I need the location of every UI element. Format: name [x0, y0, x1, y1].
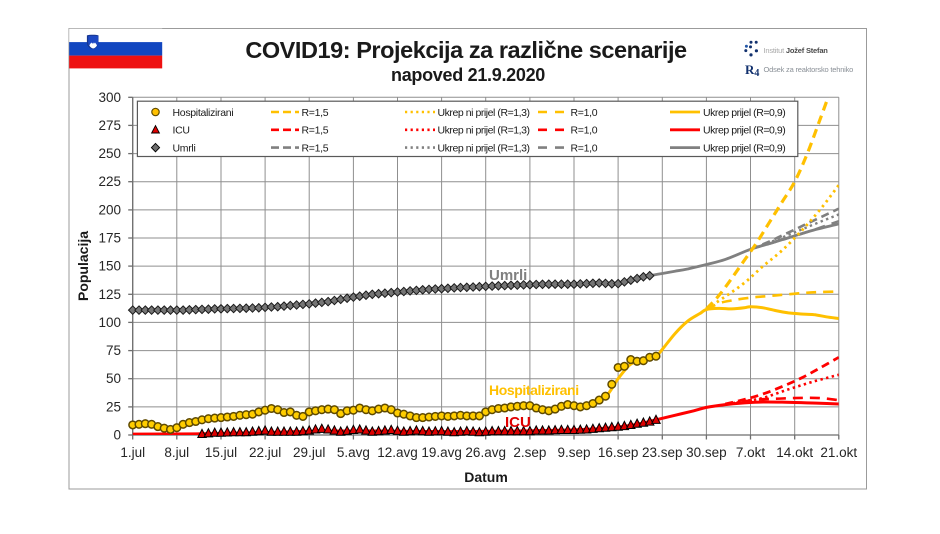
svg-text:Ukrep prijel (R=0,9): Ukrep prijel (R=0,9) [703, 125, 785, 137]
svg-text:Hospitalizirani: Hospitalizirani [489, 382, 579, 398]
svg-text:Institut Jožef Stefan: Institut Jožef Stefan [764, 46, 829, 55]
svg-text:COVID19: Projekcija za različn: COVID19: Projekcija za različne scenarij… [245, 37, 687, 63]
svg-text:Ukrep prijel (R=0,9): Ukrep prijel (R=0,9) [703, 107, 785, 119]
svg-text:R=1,0: R=1,0 [571, 107, 598, 119]
svg-text:30.sep: 30.sep [686, 445, 727, 460]
svg-text:R=1,5: R=1,5 [302, 125, 329, 137]
svg-text:1.jul: 1.jul [120, 445, 145, 460]
svg-text:7.okt: 7.okt [736, 445, 766, 460]
svg-text:Odsek za reaktorsko tehniko: Odsek za reaktorsko tehniko [764, 65, 854, 74]
svg-text:Populacija: Populacija [75, 231, 91, 301]
svg-text:175: 175 [98, 231, 121, 246]
svg-text:Hospitalizirani: Hospitalizirani [173, 107, 234, 119]
svg-text:22.jul: 22.jul [249, 445, 281, 460]
svg-text:ICU: ICU [173, 125, 190, 137]
svg-text:2.sep: 2.sep [513, 445, 546, 460]
svg-text:Ukrep ni prijel (R=1,3): Ukrep ni prijel (R=1,3) [438, 125, 530, 137]
svg-text:Ukrep ni prijel (R=1,3): Ukrep ni prijel (R=1,3) [438, 142, 530, 154]
svg-text:8.jul: 8.jul [164, 445, 189, 460]
svg-text:Ukrep ni prijel (R=1,3): Ukrep ni prijel (R=1,3) [438, 107, 530, 119]
svg-text:29.jul: 29.jul [293, 445, 325, 460]
svg-text:19.avg: 19.avg [421, 445, 462, 460]
svg-text:R=1,5: R=1,5 [302, 142, 329, 154]
svg-text:R=1,0: R=1,0 [571, 125, 598, 137]
svg-text:ICU: ICU [505, 414, 531, 431]
svg-text:9.sep: 9.sep [557, 445, 590, 460]
svg-text:Umrli: Umrli [173, 142, 196, 154]
svg-text:Ukrep prijel (R=0,9): Ukrep prijel (R=0,9) [703, 142, 785, 154]
svg-text:26.avg: 26.avg [465, 445, 506, 460]
svg-text:napoved 21.9.2020: napoved 21.9.2020 [391, 65, 545, 85]
svg-text:0: 0 [113, 428, 121, 443]
svg-text:14.okt: 14.okt [776, 445, 813, 460]
svg-text:Umrli: Umrli [489, 267, 527, 284]
svg-text:125: 125 [98, 287, 121, 302]
svg-text:225: 225 [98, 174, 121, 189]
svg-text:23.sep: 23.sep [642, 445, 683, 460]
svg-text:16.sep: 16.sep [598, 445, 639, 460]
svg-text:Datum: Datum [464, 469, 508, 485]
svg-text:5.avg: 5.avg [337, 445, 370, 460]
svg-text:75: 75 [106, 343, 121, 358]
svg-text:100: 100 [98, 315, 121, 330]
svg-text:12.avg: 12.avg [377, 445, 418, 460]
svg-text:275: 275 [98, 118, 121, 133]
svg-text:250: 250 [98, 146, 121, 161]
svg-text:300: 300 [98, 90, 121, 105]
svg-text:21.okt: 21.okt [820, 445, 857, 460]
svg-text:15.jul: 15.jul [205, 445, 237, 460]
svg-text:R=1,0: R=1,0 [571, 142, 598, 154]
svg-text:200: 200 [98, 202, 121, 217]
svg-text:50: 50 [106, 371, 121, 386]
svg-text:R=1,5: R=1,5 [302, 107, 329, 119]
svg-text:150: 150 [98, 259, 121, 274]
svg-text:25: 25 [106, 399, 121, 414]
